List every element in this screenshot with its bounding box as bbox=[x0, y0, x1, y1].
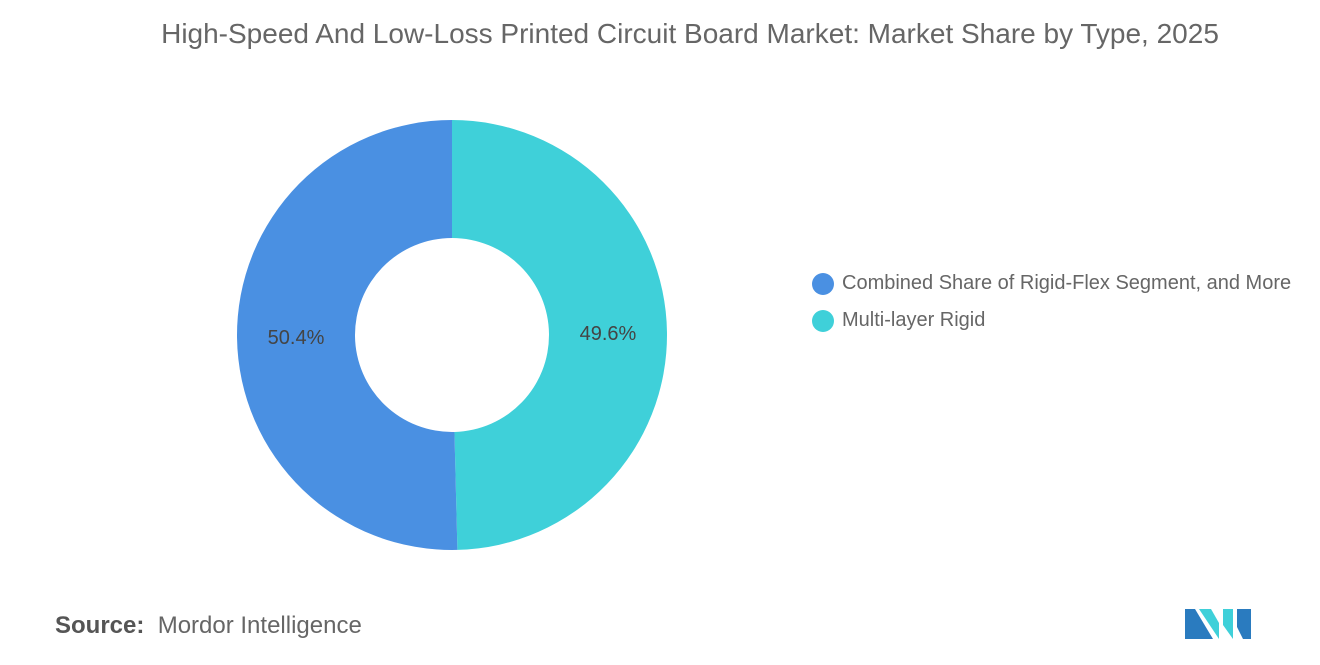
legend: Combined Share of Rigid-Flex Segment, an… bbox=[812, 270, 1312, 344]
source: Source: Mordor Intelligence bbox=[55, 612, 362, 640]
legend-swatch bbox=[812, 273, 834, 295]
slice-label-1: 50.4% bbox=[268, 327, 325, 349]
slice-1 bbox=[237, 120, 458, 550]
legend-swatch bbox=[812, 310, 834, 332]
source-value: Mordor Intelligence bbox=[157, 612, 362, 639]
slice-label-0: 49.6% bbox=[580, 323, 637, 345]
slice-0 bbox=[452, 119, 668, 550]
legend-label: Combined Share of Rigid-Flex Segment, an… bbox=[842, 272, 1292, 294]
legend-item-rigid-flex: Combined Share of Rigid-Flex Segment, an… bbox=[812, 270, 1312, 297]
legend-label: Multi-layer Rigid bbox=[842, 309, 986, 331]
source-label: Source: bbox=[55, 612, 145, 639]
chart-title: High-Speed And Low-Loss Printed Circuit … bbox=[161, 18, 1219, 49]
legend-item-multi-layer: Multi-layer Rigid bbox=[812, 307, 1312, 334]
mordor-logo bbox=[1185, 609, 1251, 639]
